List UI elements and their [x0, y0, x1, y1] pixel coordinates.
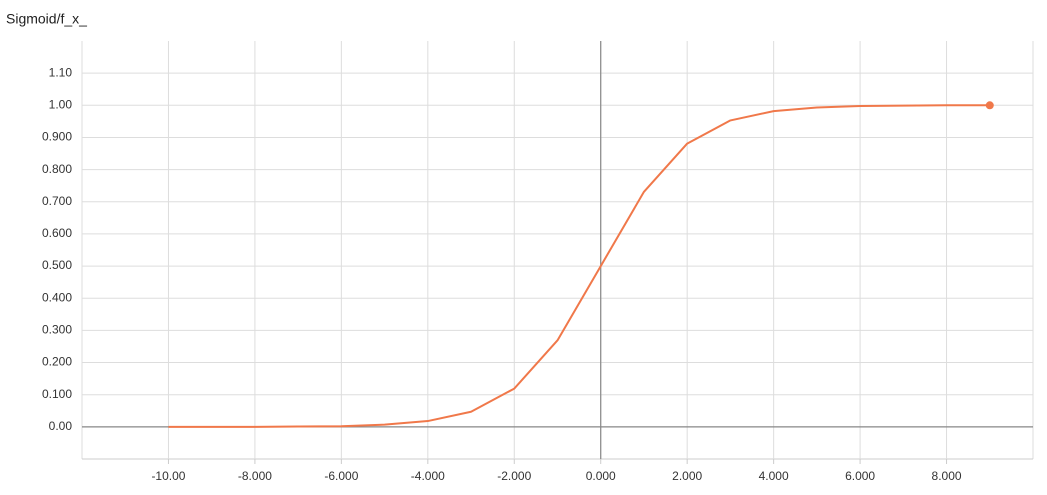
y-tick-label: 0.00	[49, 419, 73, 433]
chart-title: Sigmoid/f_x_	[6, 11, 87, 27]
x-tick-label: 2.000	[672, 469, 702, 483]
x-tick-label: -6.000	[324, 469, 358, 483]
y-tick-label: 1.00	[49, 97, 73, 111]
x-tick-label: 8.000	[932, 469, 962, 483]
x-tick-label: 0.000	[586, 469, 616, 483]
y-tick-label: 0.900	[42, 130, 72, 144]
y-tick-label: 0.100	[42, 387, 72, 401]
y-tick-label: 0.800	[42, 162, 72, 176]
last-point	[985, 101, 994, 110]
y-tick-label: 0.500	[42, 258, 72, 272]
y-tick-label: 0.300	[42, 323, 72, 337]
y-tick-label: 0.400	[42, 290, 72, 304]
y-tick-label: 0.700	[42, 194, 72, 208]
x-tick-label: -10.00	[151, 469, 185, 483]
data-line	[168, 104, 990, 428]
y-tick-label: 0.600	[42, 226, 72, 240]
x-tick-label: -8.000	[238, 469, 272, 483]
y-tick-label: 1.10	[49, 65, 73, 79]
x-tick-label: -2.000	[497, 469, 531, 483]
x-tick-label: -4.000	[411, 469, 445, 483]
x-tick-label: 6.000	[845, 469, 875, 483]
x-tick-label: 4.000	[759, 469, 789, 483]
y-tick-label: 0.200	[42, 355, 72, 369]
